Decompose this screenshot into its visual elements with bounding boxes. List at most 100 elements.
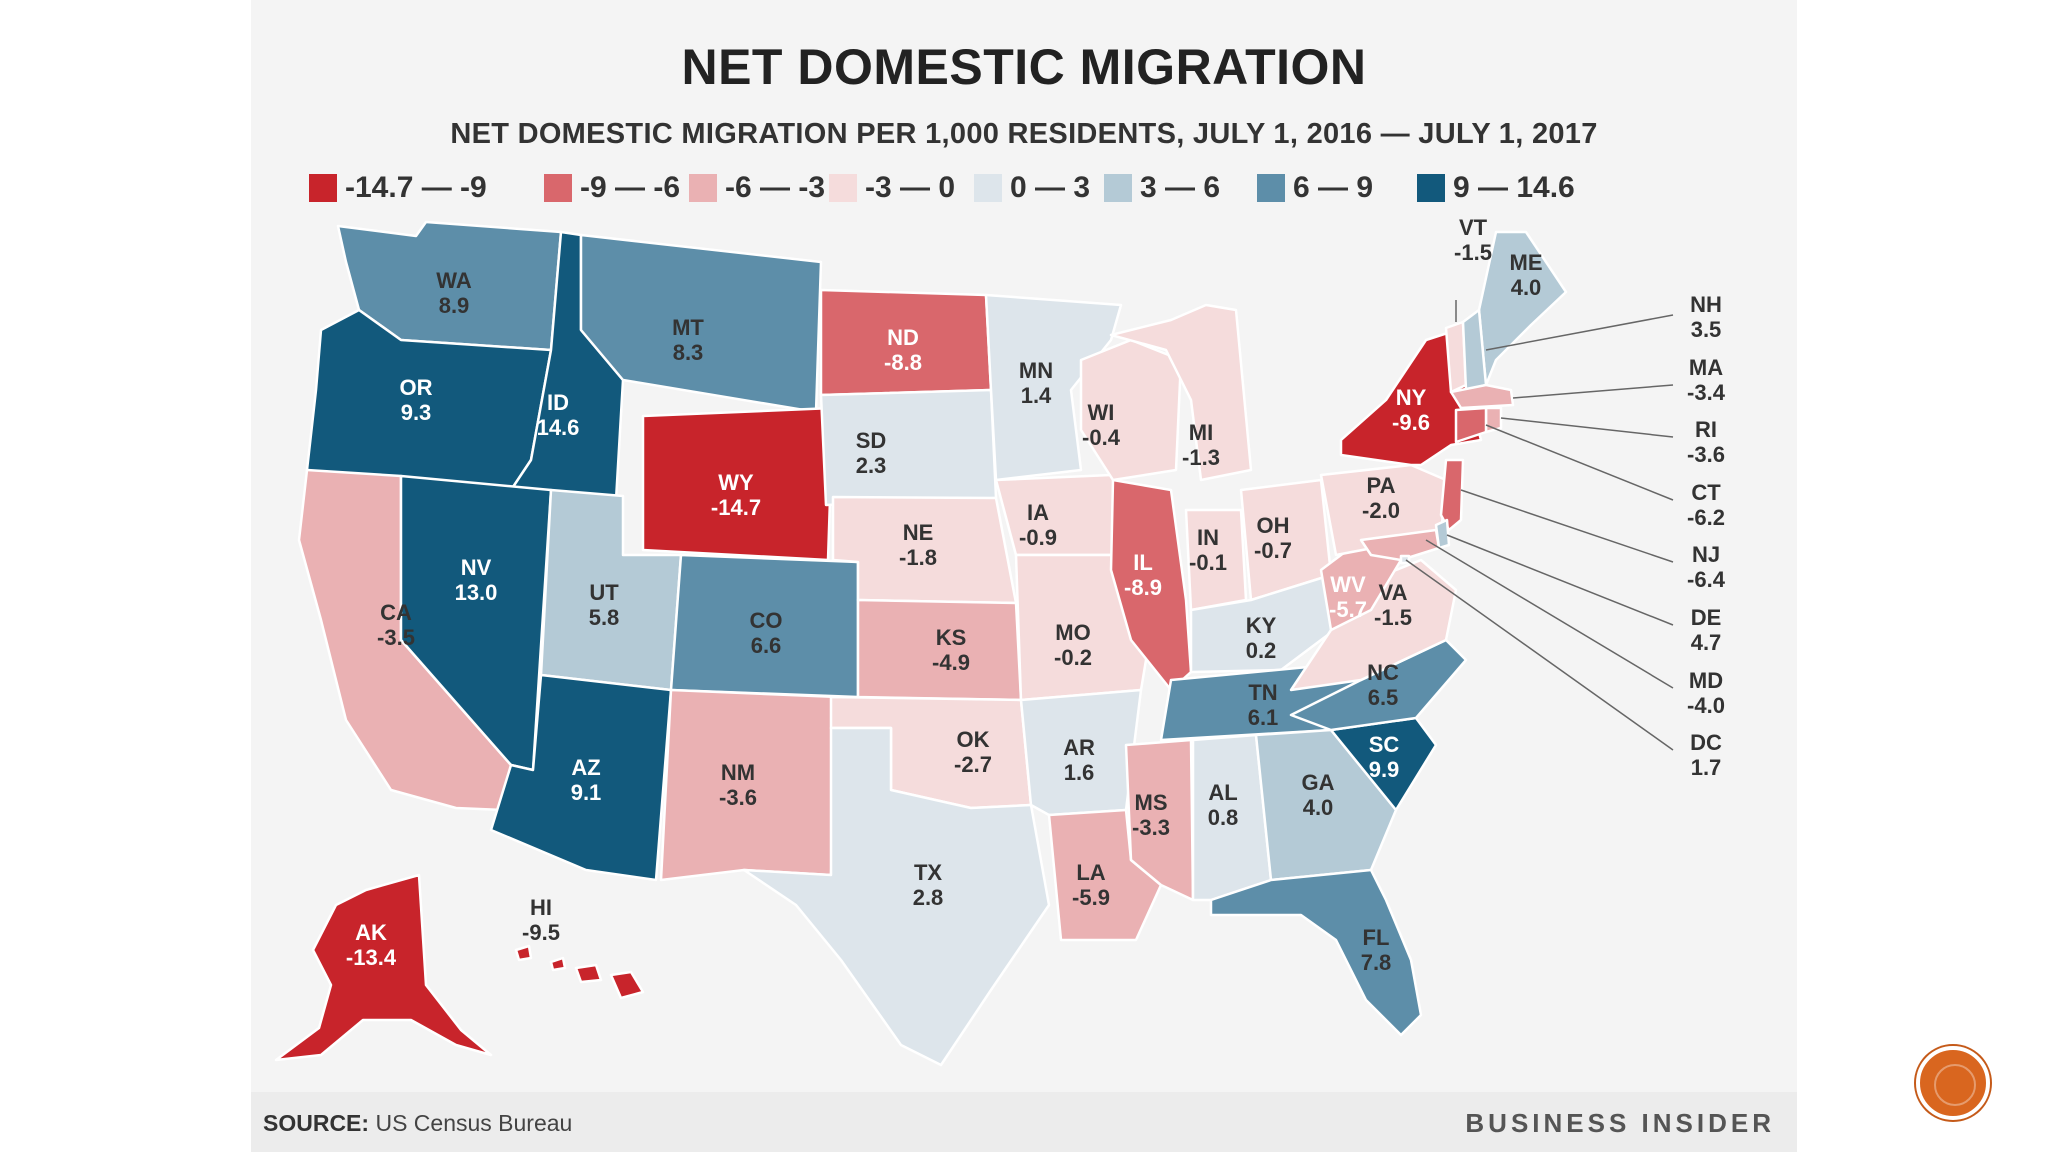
state-abbr-ut: UT <box>589 580 619 605</box>
state-value-dc: 1.7 <box>1691 755 1722 780</box>
state-abbr-al: AL <box>1208 780 1237 805</box>
state-value-ia: -0.9 <box>1019 525 1057 550</box>
legend-swatch <box>689 174 717 202</box>
state-abbr-nj: NJ <box>1692 542 1720 567</box>
state-abbr-pa: PA <box>1367 473 1396 498</box>
state-abbr-wy: WY <box>718 470 754 495</box>
callout-lines <box>1405 300 1674 751</box>
state-md <box>1359 528 1441 562</box>
state-value-wa: 8.9 <box>439 293 470 318</box>
state-value-ri: -3.6 <box>1687 442 1725 467</box>
callout-line-ct <box>1485 424 1674 501</box>
state-abbr-ne: NE <box>903 520 934 545</box>
state-value-nc: 6.5 <box>1368 685 1399 710</box>
state-value-mt: 8.3 <box>673 340 704 365</box>
state-value-la: -5.9 <box>1072 885 1110 910</box>
state-abbr-ky: KY <box>1246 613 1277 638</box>
state-abbr-la: LA <box>1076 860 1105 885</box>
infographic: NET DOMESTIC MIGRATION NET DOMESTIC MIGR… <box>251 0 1797 1152</box>
state-fl <box>1209 868 1423 1037</box>
state-value-ms: -3.3 <box>1132 815 1170 840</box>
state-abbr-de: DE <box>1691 605 1722 630</box>
state-abbr-ks: KS <box>936 625 967 650</box>
state-value-ar: 1.6 <box>1064 760 1095 785</box>
state-value-ky: 0.2 <box>1246 638 1277 663</box>
state-ak <box>274 873 493 1062</box>
state-abbr-tn: TN <box>1248 680 1277 705</box>
state-abbr-md: MD <box>1689 668 1723 693</box>
slide-nav-button[interactable] <box>1916 1046 1990 1120</box>
state-hi <box>514 944 645 1000</box>
state-value-ny: -9.6 <box>1392 410 1430 435</box>
state-abbr-az: AZ <box>571 755 600 780</box>
state-value-co: 6.6 <box>751 633 782 658</box>
legend-item: 9 — 14.6 <box>1417 168 1575 208</box>
state-nj <box>1439 458 1465 532</box>
state-abbr-wv: WV <box>1330 572 1366 597</box>
state-abbr-id: ID <box>547 390 569 415</box>
state-ny <box>1339 326 1483 467</box>
map-title: NET DOMESTIC MIGRATION <box>681 39 1367 95</box>
state-abbr-nc: NC <box>1367 660 1399 685</box>
state-value-hi: -9.5 <box>522 920 560 945</box>
footer-bar <box>251 1092 1797 1152</box>
callout-line-ma <box>1512 384 1674 399</box>
callout-line-dc <box>1405 559 1674 751</box>
state-value-ca: -3.5 <box>377 625 415 650</box>
state-value-me: 4.0 <box>1511 275 1542 300</box>
legend-label: -9 — -6 <box>580 171 681 204</box>
state-ct <box>1454 406 1488 444</box>
state-value-de: 4.7 <box>1691 630 1722 655</box>
state-value-fl: 7.8 <box>1361 950 1392 975</box>
state-abbr-tx: TX <box>914 860 942 885</box>
state-ma <box>1449 383 1515 410</box>
state-mt <box>579 233 823 414</box>
state-abbr-vt: VT <box>1459 215 1488 240</box>
state-abbr-ok: OK <box>957 727 990 752</box>
slide-nav-icon <box>1934 1064 1976 1106</box>
legend-label: 0 — 3 <box>1010 171 1091 204</box>
callout-line-ri <box>1500 417 1674 438</box>
source-note: SOURCE: US Census Bureau <box>263 1110 572 1137</box>
state-value-nv: 13.0 <box>455 580 498 605</box>
state-value-mi: -1.3 <box>1182 445 1220 470</box>
state-value-ne: -1.8 <box>899 545 937 570</box>
legend-swatch <box>829 174 857 202</box>
state-abbr-mt: MT <box>672 315 704 340</box>
state-abbr-nh: NH <box>1690 292 1722 317</box>
legend-label: 3 — 6 <box>1140 171 1221 204</box>
legend-swatch <box>974 174 1002 202</box>
legend-label: -14.7 — -9 <box>345 171 487 204</box>
state-abbr-fl: FL <box>1363 925 1390 950</box>
state-mn <box>984 293 1123 482</box>
state-value-ct: -6.2 <box>1687 505 1725 530</box>
state-value-sc: 9.9 <box>1369 757 1400 782</box>
state-abbr-ri: RI <box>1695 417 1717 442</box>
callout-line-md <box>1425 539 1674 689</box>
state-value-nd: -8.8 <box>884 350 922 375</box>
state-abbr-or: OR <box>400 375 433 400</box>
state-abbr-sd: SD <box>856 428 887 453</box>
state-abbr-ak: AK <box>355 920 387 945</box>
state-value-nh: 3.5 <box>1691 317 1722 342</box>
legend-label: -6 — -3 <box>725 171 826 204</box>
state-abbr-ct: CT <box>1691 480 1721 505</box>
state-abbr-ga: GA <box>1302 770 1335 795</box>
source-value: US Census Bureau <box>375 1110 573 1136</box>
state-abbr-ms: MS <box>1135 790 1168 815</box>
legend-item: -6 — -3 <box>689 168 825 208</box>
state-value-ma: -3.4 <box>1687 380 1726 405</box>
state-value-in: -0.1 <box>1189 550 1227 575</box>
state-value-il: -8.9 <box>1124 575 1162 600</box>
state-mi <box>1109 303 1253 482</box>
state-value-va: -1.5 <box>1374 605 1412 630</box>
state-abbr-il: IL <box>1133 550 1153 575</box>
state-value-tx: 2.8 <box>913 885 944 910</box>
state-sd <box>819 388 998 507</box>
state-abbr-me: ME <box>1510 250 1543 275</box>
state-value-ok: -2.7 <box>954 752 992 777</box>
state-value-wv: -5.7 <box>1329 597 1367 622</box>
